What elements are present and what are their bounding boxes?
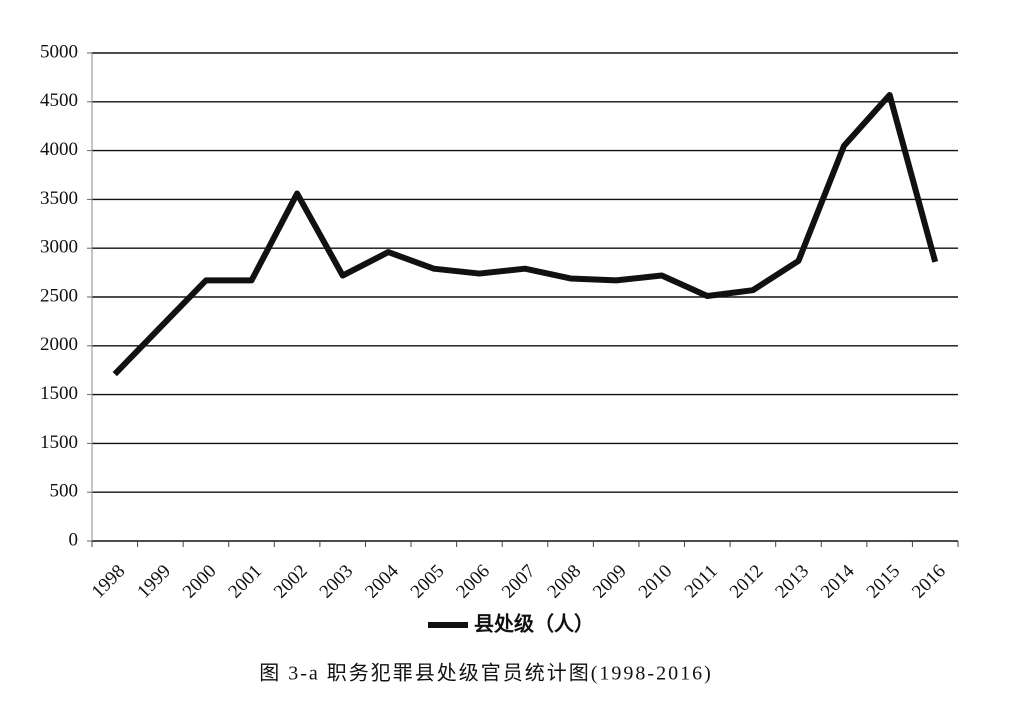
y-tick-label: 5000	[40, 41, 78, 62]
x-tick-label: 2008	[543, 561, 585, 603]
y-tick-label: 2000	[40, 334, 78, 355]
line-series	[112, 91, 939, 377]
y-tick-label: 3000	[40, 237, 78, 258]
y-tick-label: 500	[50, 481, 79, 502]
y-tick-label: 1500	[40, 383, 78, 404]
x-tick-label: 2009	[589, 561, 631, 603]
x-tick-label: 2016	[908, 561, 950, 603]
x-tick-label: 1999	[133, 561, 175, 603]
caption: 图 3-a 职务犯罪县处级官员统计图(1998-2016)	[259, 662, 713, 685]
legend-label: 县处级（人）	[474, 612, 594, 636]
y-tick-label: 3500	[40, 188, 78, 209]
x-tick-label: 2012	[726, 561, 768, 603]
x-tick-label: 2000	[179, 561, 221, 603]
x-tick-label: 1998	[88, 561, 130, 603]
y-tick-label: 4000	[40, 139, 78, 160]
x-tick-label: 2003	[316, 561, 358, 603]
x-tick-label: 2002	[270, 561, 312, 603]
x-tick-label: 2010	[635, 561, 677, 603]
x-tick-label: 2001	[224, 561, 266, 603]
x-tick-label: 2015	[863, 561, 905, 603]
x-tick-label: 2005	[407, 561, 449, 603]
x-tick-label: 2011	[681, 561, 722, 602]
y-tick-label: 2500	[40, 285, 78, 306]
x-tick-label: 2014	[817, 560, 859, 602]
x-tick-label: 2006	[452, 561, 494, 603]
y-tick-label: 1500	[40, 432, 78, 453]
y-tick-label: 0	[69, 529, 79, 550]
y-tick-label: 4500	[40, 90, 78, 111]
x-tick-label: 2013	[771, 561, 813, 603]
x-tick-label: 2004	[361, 560, 403, 602]
x-tick-label: 2007	[498, 561, 540, 603]
